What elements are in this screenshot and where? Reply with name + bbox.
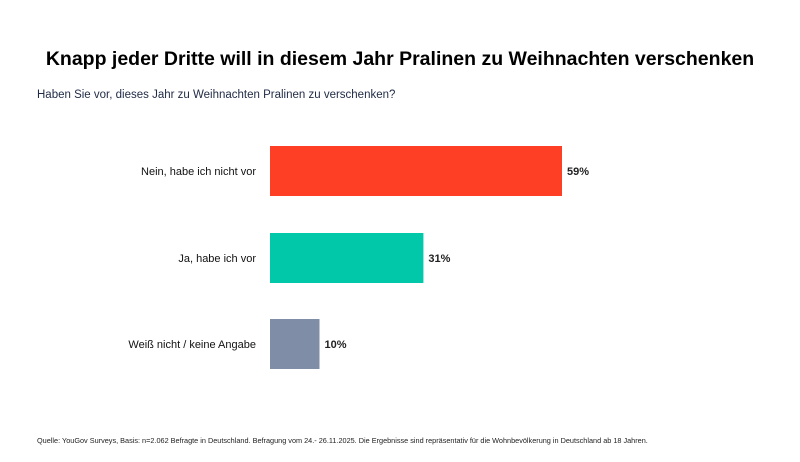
- chart-title: Knapp jeder Dritte will in diesem Jahr P…: [45, 48, 755, 70]
- chart-subtitle: Haben Sie vor, dieses Jahr zu Weihnachte…: [37, 89, 396, 101]
- category-label: Ja, habe ich vor: [178, 253, 256, 265]
- category-label: Nein, habe ich nicht vor: [141, 166, 256, 178]
- category-label: Weiß nicht / keine Angabe: [128, 339, 256, 351]
- value-label: 10%: [324, 339, 346, 351]
- value-label: 31%: [428, 253, 450, 265]
- value-label: 59%: [567, 166, 589, 178]
- source-note: Quelle: YouGov Surveys, Basis: n=2.062 B…: [37, 436, 648, 445]
- bar: [270, 233, 424, 283]
- bar: [270, 319, 320, 369]
- bar: [270, 146, 562, 196]
